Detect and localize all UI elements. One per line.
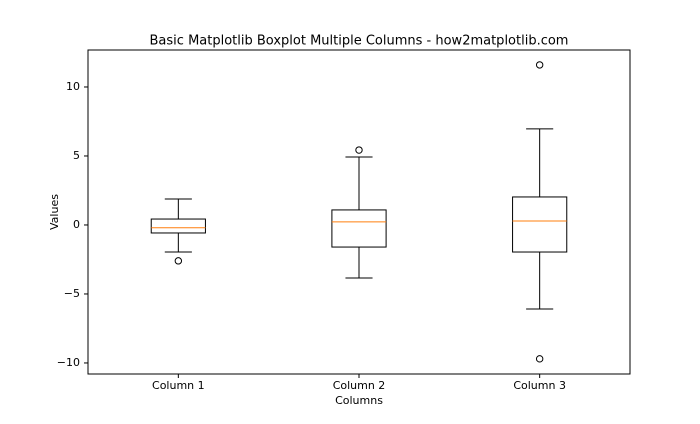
flier [535, 61, 544, 69]
flier [355, 146, 363, 154]
flier [535, 355, 544, 363]
x-axis-label: Columns [335, 394, 383, 407]
box [150, 218, 206, 234]
box [331, 209, 387, 248]
y-tick-label: −10 [57, 356, 80, 369]
chart-title: Basic Matplotlib Boxplot Multiple Column… [150, 34, 569, 49]
y-tick-label: −5 [64, 287, 80, 300]
y-tick-label: 0 [73, 218, 80, 231]
x-tick-label: Column 1 [152, 379, 205, 392]
x-tick-label: Column 3 [513, 379, 566, 392]
y-tick-label: 10 [66, 80, 80, 93]
box [512, 196, 568, 253]
y-axis-label: Values [48, 194, 61, 230]
y-tick-label: 5 [73, 149, 80, 162]
x-tick-label: Column 2 [333, 379, 386, 392]
flier [174, 257, 183, 265]
